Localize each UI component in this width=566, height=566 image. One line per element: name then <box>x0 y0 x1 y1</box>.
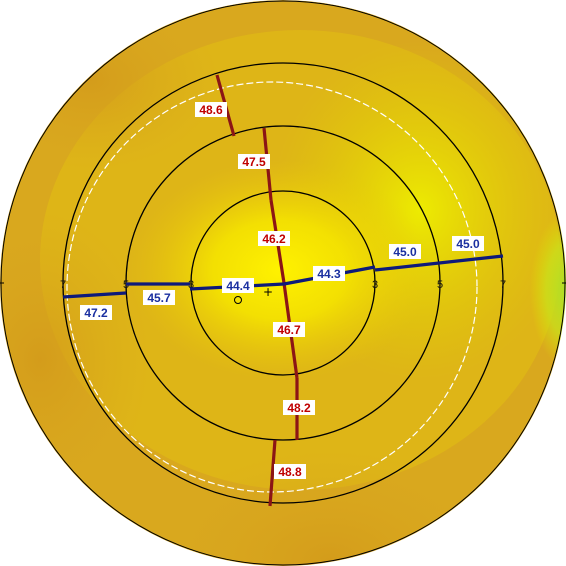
ring-label-right-mid: 5 <box>437 279 443 291</box>
vertical-value-labels: 48.6 47.5 46.2 46.7 48.2 48.8 <box>195 102 315 479</box>
horizontal-segment <box>62 291 127 299</box>
value-label: 48.6 <box>195 102 227 117</box>
value-label: 45.7 <box>143 290 175 305</box>
ring-label-left-outer: 7 <box>60 279 66 291</box>
value-text: 45.7 <box>147 291 171 305</box>
center-cross-marker: + <box>263 285 273 299</box>
value-text: 48.8 <box>278 465 302 479</box>
value-text: 48.2 <box>287 401 311 415</box>
ring-label-left-inner: 3 <box>188 279 194 291</box>
value-text: 46.2 <box>262 232 286 246</box>
value-text: 44.3 <box>317 267 341 281</box>
ring-label-right-inner: 3 <box>372 279 378 291</box>
value-text: 47.2 <box>84 306 108 320</box>
pupil-center-marker <box>234 296 242 304</box>
value-label: 47.5 <box>238 154 270 169</box>
value-text: 45.0 <box>456 237 480 251</box>
dark-patch-left <box>0 210 150 510</box>
value-label: 46.2 <box>258 231 290 246</box>
value-label: 45.0 <box>452 236 484 251</box>
markers: + <box>234 285 273 304</box>
value-label: 46.7 <box>273 322 305 337</box>
ring-3mm <box>190 190 376 376</box>
value-text: 45.0 <box>393 245 417 259</box>
value-text: 46.7 <box>277 323 301 337</box>
ring-label-right-outer: 7 <box>500 279 506 291</box>
green-edge <box>530 210 566 370</box>
value-label: 44.3 <box>313 266 345 281</box>
ring-7mm <box>62 62 504 504</box>
value-label: 47.2 <box>80 305 112 320</box>
dark-patch-bottom <box>150 450 510 566</box>
value-label: 48.2 <box>283 400 315 415</box>
value-label: 45.0 <box>389 244 421 259</box>
vertical-segment <box>268 439 277 507</box>
value-text: 48.6 <box>199 103 223 117</box>
center-glow <box>130 160 430 380</box>
horizontal-value-labels: 47.2 45.7 44.4 44.3 45.0 45.0 <box>80 236 484 320</box>
value-label: 48.8 <box>274 464 306 479</box>
horizontal-segment <box>374 254 504 272</box>
value-text: 47.5 <box>242 155 266 169</box>
value-label: 44.4 <box>222 278 254 293</box>
value-text: 44.4 <box>226 279 250 293</box>
